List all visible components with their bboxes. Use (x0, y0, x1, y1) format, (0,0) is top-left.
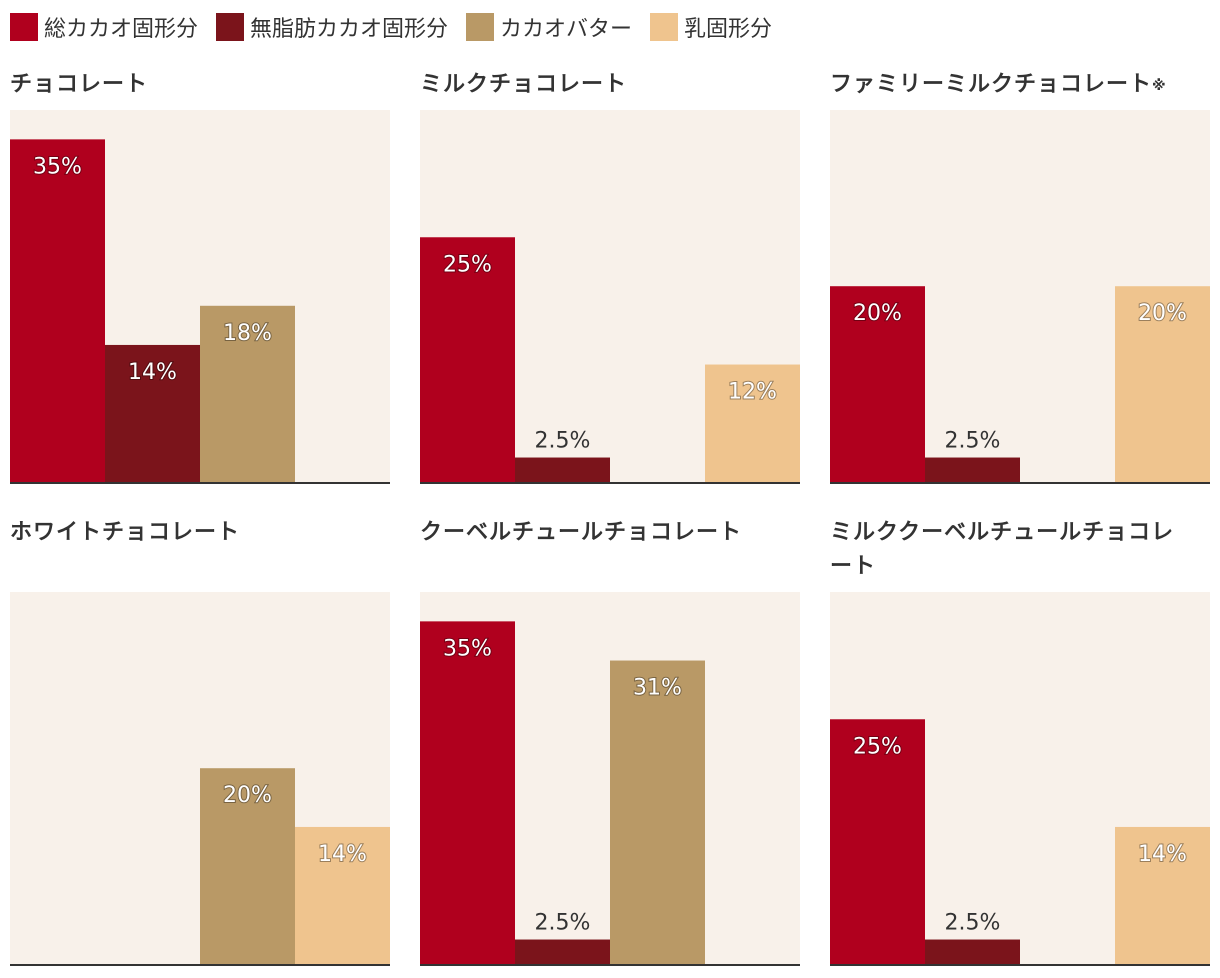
bar-value-label: 12% (728, 380, 777, 405)
chart-title: ミルククーベルチュールチョコレート (830, 516, 1180, 584)
chart-plot: 20% 2.5% 20% (830, 110, 1210, 484)
bar (830, 719, 925, 964)
bar-value-label: 20% (223, 783, 272, 808)
bar-value-label: 14% (318, 842, 367, 867)
legend-swatch (10, 13, 38, 41)
bar (105, 344, 200, 482)
chart-plot: 25% 2.5% 14% (830, 592, 1210, 966)
chart-title: ファミリーミルクチョコレート※ (830, 68, 1190, 103)
legend-swatch (650, 13, 679, 41)
legend-item-cocoa-butter: カカオバター (466, 11, 632, 43)
legend-label: 無脂肪カカオ固形分 (250, 17, 449, 42)
chart-milk-chocolate: ミルクチョコレート 25% 2.5% 12% (420, 68, 800, 484)
chart-milk-couverture-chocolate: ミルククーベルチュールチョコレート 25% 2.5% 14% (830, 516, 1210, 968)
bar (705, 364, 800, 482)
bar-value-label: 35% (443, 636, 492, 661)
bar-value-label: 18% (223, 321, 272, 346)
bar (420, 237, 515, 482)
bar (200, 768, 295, 964)
bar-value-label: 25% (443, 252, 492, 277)
bar-value-label: 2.5% (945, 911, 1001, 936)
chart-title-text: ファミリーミルクチョコレート (830, 72, 1153, 97)
chart-title-text: ホワイトチョコレート (10, 520, 241, 545)
chart-title: クーベルチュールチョコレート (420, 516, 780, 550)
chart-plot: 25% 2.5% 12% (420, 110, 800, 484)
bar (610, 660, 705, 964)
chart-chocolate: チョコレート 35% 14% 18% (10, 68, 390, 484)
chart-title: ミルクチョコレート (420, 68, 780, 102)
bar (10, 139, 105, 483)
legend-swatch (216, 13, 245, 41)
bar-value-label: 25% (853, 734, 902, 759)
chart-plot: 35% 2.5% 31% (420, 592, 800, 966)
chart-title-text: クーベルチュールチョコレート (420, 520, 743, 545)
bar (830, 286, 925, 482)
legend-item-total-cacao-solids: 総カカオ固形分 (10, 11, 198, 43)
chart-plot: 35% 14% 18% (10, 110, 390, 484)
legend-label: 総カカオ固形分 (44, 17, 199, 42)
bar-value-label: 35% (33, 154, 82, 179)
chart-title-text: ミルクチョコレート (420, 72, 628, 97)
bar-value-label: 20% (1138, 301, 1187, 326)
legend-swatch (466, 13, 495, 41)
bar (295, 826, 390, 964)
bar-value-label: 14% (128, 360, 177, 385)
bar (420, 621, 515, 964)
bar-value-label: 2.5% (535, 429, 591, 454)
chart-title-text: チョコレート (10, 72, 149, 97)
bar-value-label: 20% (853, 301, 902, 326)
chart-title: ホワイトチョコレート (10, 516, 370, 550)
legend-label: カカオバター (500, 17, 633, 42)
bar (200, 305, 295, 482)
legend-label: 乳固形分 (684, 17, 773, 42)
bar (515, 457, 610, 482)
legend-item-nonfat-cacao-solids: 無脂肪カカオ固形分 (216, 11, 448, 43)
chart-title-footnote-mark: ※ (1152, 78, 1167, 94)
bar (1115, 286, 1210, 482)
chart-title-text: ミルククーベルチュールチョコレート (830, 520, 1175, 579)
chart-title: チョコレート (10, 68, 370, 102)
chart-white-chocolate: ホワイトチョコレート 20% 14% (10, 516, 390, 968)
chart-couverture-chocolate: クーベルチュールチョコレート 35% 2.5% 31% (420, 516, 800, 968)
bar-value-label: 2.5% (945, 429, 1001, 454)
legend: 総カカオ固形分 無脂肪カカオ固形分 カカオバター 乳固形分 (10, 12, 790, 42)
legend-item-milk-solids: 乳固形分 (650, 11, 772, 43)
bar-value-label: 31% (633, 676, 682, 701)
bar-value-label: 14% (1138, 842, 1187, 867)
bar (925, 457, 1020, 482)
bar (925, 939, 1020, 964)
bar (515, 939, 610, 964)
chart-plot: 20% 14% (10, 592, 390, 966)
bar (1115, 826, 1210, 964)
chart-family-milk-chocolate: ファミリーミルクチョコレート※ 20% 2.5% 20% (830, 68, 1210, 484)
bar-value-label: 2.5% (535, 911, 591, 936)
